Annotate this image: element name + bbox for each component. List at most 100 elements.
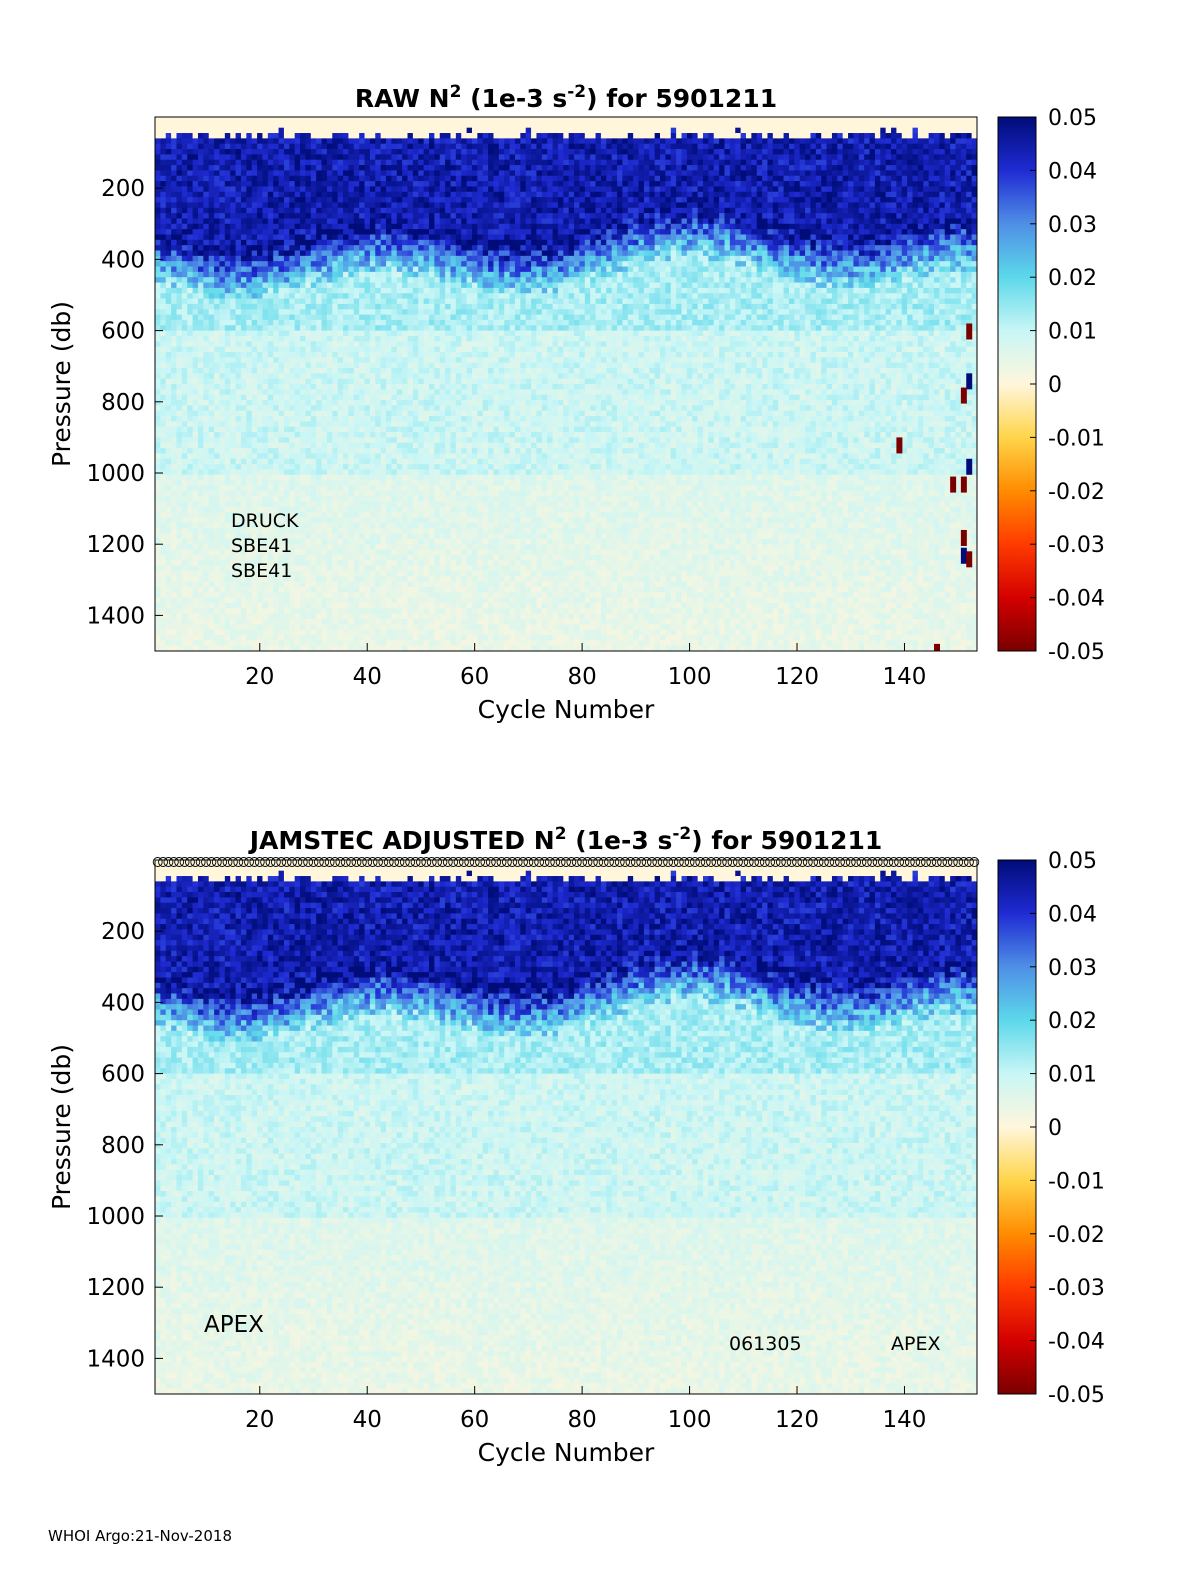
heatmap-cell xyxy=(412,512,419,519)
heatmap-cell xyxy=(380,154,387,161)
heatmap-cell xyxy=(187,474,194,481)
heatmap-cell xyxy=(380,554,387,561)
heatmap-cell xyxy=(294,405,301,412)
heatmap-cell xyxy=(359,127,366,134)
heatmap-cell xyxy=(155,490,161,497)
heatmap-cell xyxy=(160,592,167,599)
heatmap-cell xyxy=(262,528,269,535)
heatmap-cell xyxy=(278,506,285,513)
heatmap-cell xyxy=(289,175,296,182)
heatmap-cell xyxy=(219,261,226,268)
heatmap-cell xyxy=(235,506,242,513)
heatmap-cell xyxy=(224,250,231,257)
heatmap-cell xyxy=(364,554,371,561)
heatmap-cell xyxy=(310,645,317,651)
heatmap-cell xyxy=(251,394,258,401)
heatmap-cell xyxy=(155,181,161,188)
heatmap-cell xyxy=(348,303,355,310)
heatmap-cell xyxy=(332,223,339,230)
heatmap-cell xyxy=(262,261,269,268)
heatmap-cell xyxy=(310,207,317,214)
heatmap-cell xyxy=(300,405,307,412)
heatmap-cell xyxy=(407,640,414,647)
heatmap-cell xyxy=(364,202,371,209)
heatmap-cell xyxy=(396,191,403,198)
heatmap-cell xyxy=(364,602,371,609)
heatmap-cell xyxy=(359,373,366,380)
heatmap-cell xyxy=(300,165,307,171)
heatmap-cell xyxy=(337,373,344,380)
heatmap-cell xyxy=(171,309,178,316)
heatmap-cell xyxy=(224,517,231,524)
heatmap-cell xyxy=(353,512,360,519)
heatmap-cell xyxy=(197,405,204,412)
heatmap-cell xyxy=(300,255,307,262)
heatmap-cell xyxy=(197,154,204,161)
heatmap-cell xyxy=(262,624,269,631)
heatmap-cell xyxy=(386,159,392,166)
heatmap-cell xyxy=(267,426,274,433)
heatmap-cell xyxy=(402,501,409,508)
panel-raw: RAW N2 (1e-3 s-2) for 5901211 20 40 60 80 10… xyxy=(47,82,1105,724)
heatmap-cell xyxy=(310,432,317,438)
heatmap-cell xyxy=(192,501,199,508)
heatmap-cell xyxy=(305,133,312,139)
heatmap-cell xyxy=(386,330,392,337)
heatmap-cell xyxy=(230,234,237,241)
heatmap-cell xyxy=(273,549,280,556)
heatmap-cell xyxy=(359,309,366,316)
heatmap-cell xyxy=(391,245,398,252)
heatmap-cell xyxy=(418,602,425,609)
heatmap-cell xyxy=(300,432,307,438)
heatmap-cell xyxy=(359,277,366,284)
heatmap-cell xyxy=(321,191,328,198)
heatmap-cell xyxy=(176,538,183,545)
heatmap-cell xyxy=(418,480,425,487)
heatmap-cell xyxy=(412,458,419,465)
heatmap-cell xyxy=(192,159,199,166)
heatmap-cell xyxy=(348,218,355,225)
heatmap-cell xyxy=(165,325,172,332)
heatmap-cell xyxy=(203,645,210,651)
heatmap-cell xyxy=(364,351,371,358)
heatmap-cell xyxy=(300,373,307,380)
heatmap-cell xyxy=(391,250,398,257)
heatmap-cell xyxy=(294,586,301,593)
heatmap-cell xyxy=(305,202,312,209)
heatmap-cell xyxy=(240,554,247,561)
heatmap-cell xyxy=(278,554,285,561)
heatmap-cell xyxy=(246,624,253,631)
heatmap-cell xyxy=(278,581,285,588)
heatmap-cell xyxy=(203,223,210,230)
heatmap-cell xyxy=(396,586,403,593)
heatmap-cell xyxy=(418,271,425,278)
heatmap-cell xyxy=(262,245,269,252)
heatmap-cell xyxy=(171,501,178,508)
heatmap-cell xyxy=(380,490,387,497)
heatmap-cell xyxy=(316,197,323,204)
heatmap-cell xyxy=(343,437,350,444)
heatmap-cell xyxy=(171,549,178,556)
heatmap-cell xyxy=(294,367,301,374)
heatmap-cell xyxy=(364,437,371,444)
heatmap-cell xyxy=(224,496,231,503)
heatmap-cell xyxy=(197,490,204,497)
heatmap-cell xyxy=(294,453,301,460)
heatmap-cell xyxy=(251,197,258,204)
heatmap-cell xyxy=(402,400,409,406)
heatmap-cell xyxy=(155,202,161,209)
heatmap-cell xyxy=(273,133,280,139)
heatmap-cell xyxy=(396,351,403,358)
heatmap-cell xyxy=(310,314,317,321)
heatmap-cell xyxy=(326,565,333,572)
heatmap-cell xyxy=(343,122,350,129)
heatmap-cell xyxy=(332,143,339,150)
heatmap-cell xyxy=(348,389,355,396)
heatmap-cell xyxy=(348,490,355,497)
heatmap-cell xyxy=(353,197,360,204)
heatmap-cell xyxy=(273,138,280,145)
heatmap-cell xyxy=(359,570,366,577)
heatmap-cell xyxy=(412,330,419,337)
heatmap-cell xyxy=(332,544,339,551)
heatmap-cell xyxy=(176,346,183,353)
